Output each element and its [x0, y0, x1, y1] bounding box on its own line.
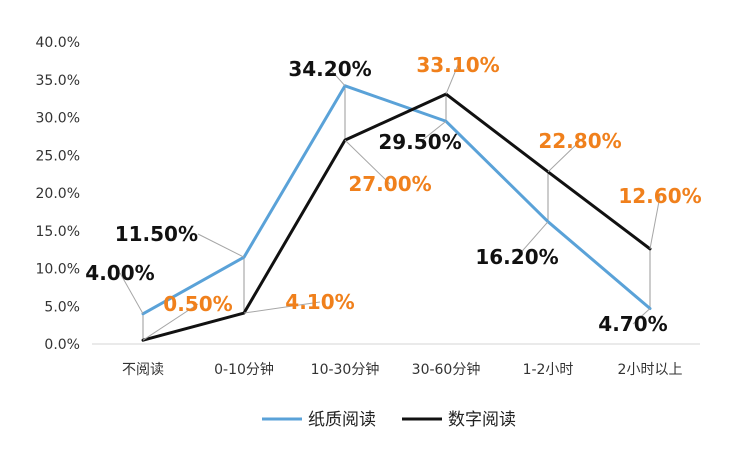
leader-line	[547, 140, 581, 173]
legend-label-paper: 纸质阅读	[308, 410, 376, 430]
data-label-paper: 29.50%	[378, 130, 461, 154]
leader-lines	[119, 64, 661, 341]
legend-label-digital: 数字阅读	[448, 410, 516, 430]
data-label-paper: 34.20%	[288, 57, 371, 81]
y-tick-label: 5.0%	[44, 299, 80, 315]
x-tick-label: 1-2小时	[523, 362, 574, 378]
y-axis: 0.0% 5.0% 10.0% 15.0% 20.0% 25.0% 30.0% 35.0% 40…	[36, 35, 80, 353]
data-label-digital: 4.10%	[285, 290, 354, 314]
data-label-digital: 0.50%	[163, 292, 232, 316]
data-label-digital: 27.00%	[348, 172, 431, 196]
x-tick-label: 0-10分钟	[214, 361, 274, 378]
leader-line	[142, 303, 199, 341]
series-line-digital	[141, 92, 652, 342]
x-tick-label: 不阅读	[122, 361, 164, 378]
leader-line	[632, 308, 651, 325]
leader-line	[649, 195, 661, 249]
drop-lines	[142, 85, 651, 341]
y-tick-label: 0.0%	[44, 337, 80, 353]
leader-line	[516, 221, 549, 258]
leader-line	[197, 233, 245, 258]
y-tick-label: 15.0%	[36, 224, 80, 240]
leader-line	[344, 139, 391, 185]
y-tick-label: 40.0%	[36, 35, 80, 51]
leader-line	[419, 120, 447, 143]
data-label-paper: 4.00%	[85, 261, 154, 285]
y-tick-label: 10.0%	[36, 262, 80, 278]
y-tick-label: 35.0%	[36, 73, 80, 89]
x-tick-label: 10-30分钟	[311, 361, 380, 378]
data-label-paper: 16.20%	[475, 245, 558, 269]
data-label-paper: 4.70%	[598, 312, 667, 336]
series-lines	[141, 84, 652, 342]
x-tick-label: 2小时以上	[618, 362, 683, 378]
y-tick-label: 30.0%	[36, 111, 80, 127]
y-tick-label: 20.0%	[36, 186, 80, 202]
leader-line	[119, 272, 144, 315]
data-label-digital: 33.10%	[416, 53, 499, 77]
series-line-paper	[141, 84, 652, 316]
leader-line	[445, 64, 459, 95]
x-axis: 不阅读 0-10分钟 10-30分钟 30-60分钟 1-2小时 2小时以上	[92, 343, 700, 378]
leader-line	[243, 301, 321, 314]
leader-line	[329, 68, 346, 87]
legend: 纸质阅读 数字阅读	[262, 410, 516, 430]
data-label-digital: 12.60%	[618, 184, 701, 208]
data-label-paper: 11.50%	[115, 222, 198, 246]
data-labels: 4.00% 11.50% 34.20% 29.50% 16.20% 4.70% 0.50% 4…	[85, 53, 701, 336]
data-label-digital: 22.80%	[538, 129, 621, 153]
y-tick-label: 25.0%	[36, 148, 80, 164]
x-tick-label: 30-60分钟	[412, 361, 481, 378]
